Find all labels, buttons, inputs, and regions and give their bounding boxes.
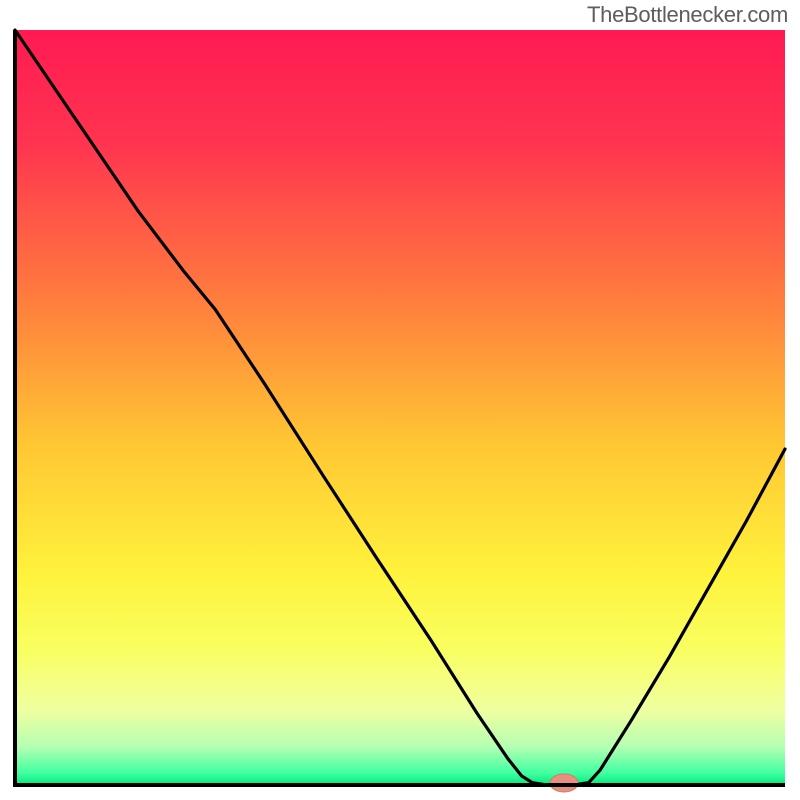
watermark-text: TheBottlenecker.com (587, 2, 788, 28)
bottleneck-curve-chart (0, 0, 800, 800)
chart-container: TheBottlenecker.com (0, 0, 800, 800)
gradient-background (15, 30, 785, 785)
